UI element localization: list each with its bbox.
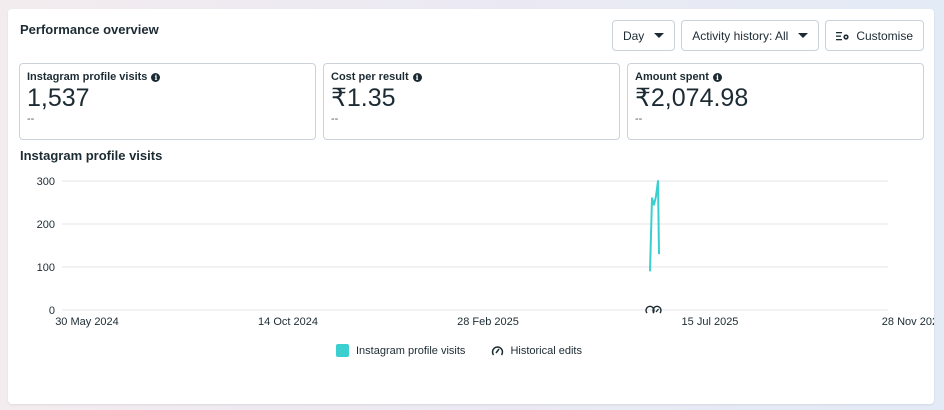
customise-label: Customise: [856, 28, 913, 43]
metric-card-amount-spent[interactable]: Amount spent i ₹2,074.98 --: [627, 63, 924, 140]
metric-value: ₹2,074.98: [635, 84, 749, 112]
customise-icon: [836, 31, 849, 40]
x-tick-label: 15 Jul 2025: [682, 316, 739, 328]
y-tick-label: 0: [49, 305, 55, 317]
y-tick-label: 100: [37, 262, 55, 274]
customise-button[interactable]: Customise: [825, 20, 924, 51]
metric-value: ₹1.35: [331, 84, 396, 112]
chevron-down-icon: [798, 33, 809, 38]
legend-item-series[interactable]: Instagram profile visits: [336, 344, 465, 357]
y-tick-label: 300: [37, 176, 55, 188]
metric-value: 1,537: [27, 84, 90, 112]
info-icon[interactable]: i: [151, 72, 161, 82]
period-label: Day: [622, 28, 645, 43]
chart-legend: Instagram profile visits Historical edit…: [336, 344, 608, 357]
line-chart[interactable]: 0 100 200 300 30 May 2024 14 Oct 2024 28 Feb 2…: [8, 9, 934, 404]
info-icon[interactable]: i: [412, 72, 422, 82]
historical-edits-icon: [492, 345, 504, 355]
page-title: Performance overview: [20, 22, 159, 37]
metrics-row: Instagram profile visits i 1,537 -- Cost…: [19, 63, 924, 140]
metric-label: Cost per result: [331, 71, 409, 83]
y-tick-label: 200: [37, 219, 55, 231]
legend-item-historical-edits[interactable]: Historical edits: [491, 345, 582, 357]
metric-delta: --: [635, 113, 643, 125]
performance-overview-card: Performance overview Day Activity histor…: [8, 9, 934, 404]
x-tick-label: 28 Feb 2025: [457, 316, 519, 328]
info-icon[interactable]: i: [712, 72, 722, 82]
metric-delta: --: [331, 113, 339, 125]
activity-history-dropdown[interactable]: Activity history: All: [681, 20, 820, 51]
legend-historical-label: Historical edits: [510, 344, 582, 357]
metric-label: Amount spent: [635, 71, 709, 83]
chevron-down-icon: [654, 33, 665, 38]
x-tick-label: 30 May 2024: [55, 316, 119, 328]
period-dropdown[interactable]: Day: [611, 20, 676, 51]
activity-history-label: Activity history: All: [692, 28, 789, 43]
series-line[interactable]: [649, 180, 660, 272]
metric-label: Instagram profile visits: [27, 71, 148, 83]
x-tick-label: 14 Oct 2024: [258, 316, 318, 328]
series-swatch: [336, 344, 349, 357]
toolbar: Day Activity history: All Customise: [611, 20, 924, 51]
metric-card-cost-per-result[interactable]: Cost per result i ₹1.35 --: [323, 63, 620, 140]
metric-card-profile-visits[interactable]: Instagram profile visits i 1,537 --: [19, 63, 316, 140]
historical-edits-marker-icon[interactable]: [645, 305, 662, 314]
chart-title: Instagram profile visits: [20, 148, 163, 163]
metric-delta: --: [27, 113, 35, 125]
legend-series-label: Instagram profile visits: [356, 344, 466, 357]
x-tick-label: 28 Nov 2025: [882, 316, 934, 328]
